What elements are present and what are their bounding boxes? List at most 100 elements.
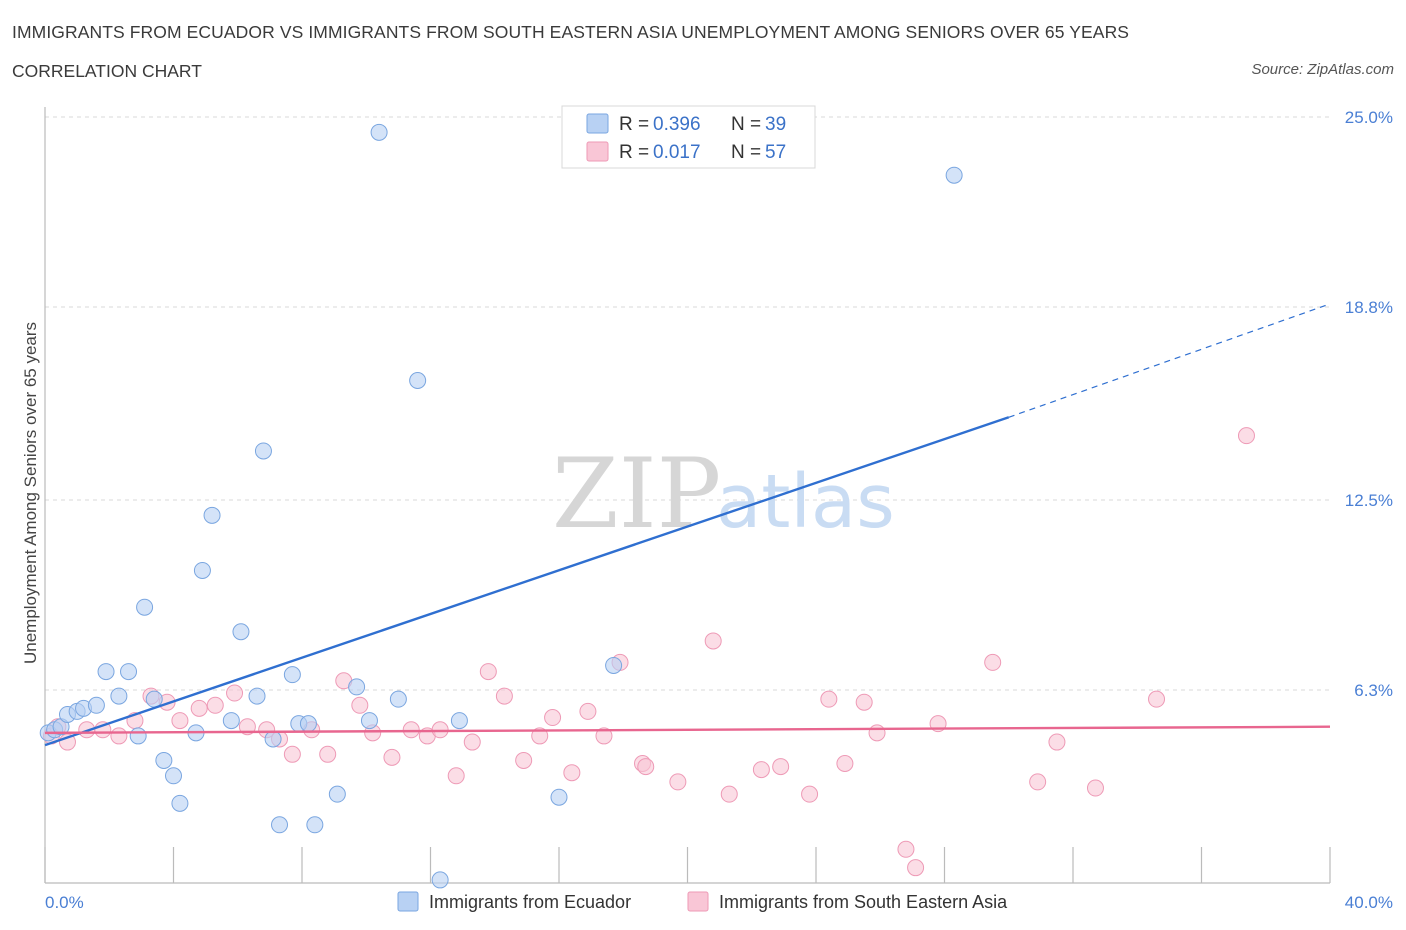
ecuador-point-37 <box>550 788 568 806</box>
ecuador-point-10 <box>129 727 147 745</box>
tick-labels: 6.3% 12.5% 18.8% 25.0% 0.0% 40.0% <box>45 108 1393 912</box>
ecuador-point-34 <box>409 372 427 390</box>
ecuador-point-14 <box>165 767 182 785</box>
ecuador-point-13 <box>155 751 173 769</box>
axes <box>44 107 1331 884</box>
y-axis-label: Unemployment Among Seniors over 65 years <box>21 322 40 664</box>
sea-point-34 <box>579 702 597 720</box>
y-tick-label-3: 25.0% <box>1345 108 1393 127</box>
sea-point-48 <box>868 724 886 742</box>
ecuador-point-6 <box>87 696 105 714</box>
sea-point-38 <box>637 758 655 776</box>
sea-point-46 <box>836 755 854 773</box>
sea-point-30 <box>515 751 533 769</box>
sea-point-29 <box>495 687 513 705</box>
sea-point-52 <box>984 653 1002 671</box>
trend-line-ecuador <box>44 416 1010 747</box>
trend-line-sea <box>44 725 1331 735</box>
ecuador-point-38 <box>605 656 623 674</box>
legend-swatch-sea <box>586 141 609 162</box>
ecuador-point-8 <box>110 687 128 705</box>
ecuador-point-12 <box>145 690 163 708</box>
ecuador-point-27 <box>299 715 317 733</box>
x-tick-label-1: 40.0% <box>1345 893 1393 912</box>
sea-point-57 <box>1237 427 1255 445</box>
legend-n-value-ecuador: 39 <box>765 114 786 135</box>
sea-point-27 <box>463 733 481 751</box>
ecuador-point-25 <box>283 666 301 684</box>
legend-n-label-ecuador: N = <box>731 114 761 135</box>
trend-line-ecuador-extension <box>1008 303 1331 418</box>
sea-point-11 <box>206 696 224 714</box>
y-tick-label-2: 18.8% <box>1345 298 1393 317</box>
sea-point-32 <box>544 709 562 727</box>
sea-point-47 <box>855 693 873 711</box>
sea-point-31 <box>531 727 549 745</box>
trend-lines <box>44 303 1331 747</box>
x-tick-label-0: 0.0% <box>45 893 84 912</box>
bottom-legend-swatch-sea <box>687 891 709 912</box>
ecuador-point-19 <box>222 712 240 730</box>
ecuador-point-35 <box>431 871 449 889</box>
watermark-atlas: atlas <box>716 459 895 545</box>
legend-r-value-sea: 0.017 <box>653 142 701 163</box>
ecuador-point-31 <box>360 712 378 730</box>
y-tick-label-1: 12.5% <box>1345 491 1393 510</box>
sea-point-16 <box>283 745 301 763</box>
legend-swatch-ecuador <box>586 113 609 134</box>
chart-source: Source: ZipAtlas.com <box>1251 61 1394 78</box>
chart-title: IMMIGRANTS FROM ECUADOR VS IMMIGRANTS FR… <box>12 22 1130 42</box>
ecuador-point-33 <box>389 690 407 708</box>
ecuador-point-7 <box>97 663 115 681</box>
sea-point-49 <box>897 840 915 858</box>
ecuador-point-29 <box>328 785 346 803</box>
watermark: ZIP atlas <box>552 438 895 550</box>
y-tick-label-0: 6.3% <box>1354 681 1393 700</box>
sea-point-20 <box>351 696 369 714</box>
sea-point-55 <box>1086 779 1104 797</box>
sea-point-10 <box>190 699 208 717</box>
sea-point-9 <box>171 712 189 730</box>
sea-point-28 <box>479 663 497 681</box>
legend-n-label-sea: N = <box>731 142 761 163</box>
grid-lines <box>45 116 1330 691</box>
legend-r-value-ecuador: 0.396 <box>653 114 701 135</box>
bottom-legend: Immigrants from Ecuador Immigrants from … <box>397 891 1008 912</box>
ecuador-point-28 <box>306 816 324 834</box>
sea-point-53 <box>1029 773 1047 791</box>
sea-point-40 <box>704 632 722 650</box>
ecuador-point-30 <box>348 678 366 696</box>
ecuador-point-17 <box>193 561 211 579</box>
ecuador-point-39 <box>945 166 963 184</box>
sea-point-5 <box>110 727 128 745</box>
ecuador-point-23 <box>264 730 282 748</box>
bottom-legend-swatch-ecuador <box>397 891 419 912</box>
ecuador-point-11 <box>136 598 154 616</box>
chart-subtitle: CORRELATION CHART <box>12 61 202 81</box>
legend: R = 0.396 N = 39 R = 0.017 N = 57 <box>561 105 816 169</box>
sea-point-35 <box>595 727 613 745</box>
ecuador-point-36 <box>450 712 468 730</box>
legend-n-value-sea: 57 <box>765 142 786 163</box>
sea-point-12 <box>226 684 244 702</box>
bottom-legend-label-sea: Immigrants from South Eastern Asia <box>719 892 1008 912</box>
ecuador-point-9 <box>120 663 138 681</box>
sea-point-18 <box>319 745 337 763</box>
sea-point-44 <box>801 785 819 803</box>
sea-point-23 <box>402 721 420 739</box>
sea-point-56 <box>1148 690 1166 708</box>
sea-point-41 <box>720 785 738 803</box>
sea-point-22 <box>383 748 401 766</box>
ecuador-point-22 <box>254 442 272 460</box>
sea-point-45 <box>820 690 838 708</box>
sea-point-39 <box>669 773 687 791</box>
ecuador-point-20 <box>232 623 250 641</box>
sea-point-42 <box>752 761 770 779</box>
legend-r-label-ecuador: R = <box>619 114 649 135</box>
sea-point-33 <box>563 764 581 782</box>
watermark-zip: ZIP <box>552 438 721 550</box>
ecuador-point-21 <box>248 687 266 705</box>
sea-point-54 <box>1048 733 1066 751</box>
sea-point-43 <box>772 758 790 776</box>
